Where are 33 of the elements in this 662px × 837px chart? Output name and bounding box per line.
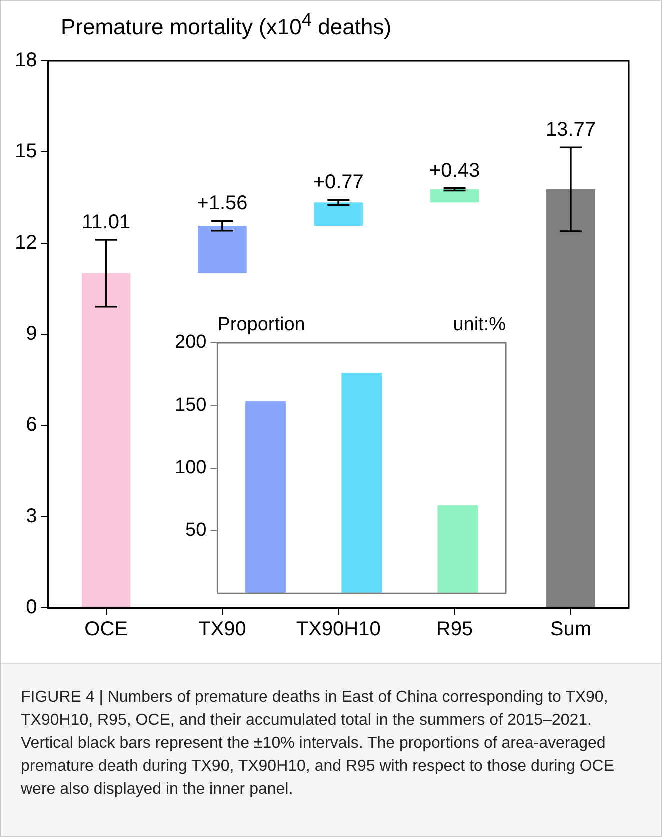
x-tick-label: R95 [436, 618, 474, 641]
bar [314, 202, 364, 226]
y-tick-label: 15 [14, 140, 38, 163]
y-tick-label: 0 [26, 596, 38, 619]
data-label: +1.56 [197, 192, 248, 215]
data-label: +0.43 [429, 160, 480, 182]
x-tick-label: TX90H10 [296, 618, 381, 641]
bar [246, 401, 286, 594]
y-tick-label: 6 [26, 414, 38, 436]
annotation: unit:% [453, 314, 506, 336]
x-tick-label: OCE [84, 618, 128, 641]
y-tick-label: 18 [14, 50, 38, 72]
y-tick-label: 200 [175, 332, 207, 353]
y-tick-label: 3 [26, 505, 38, 528]
bar [198, 226, 247, 274]
chart-title: Premature mortality (x10$^{4}$ deaths) [61, 9, 392, 40]
x-tick-label: Sum [550, 618, 592, 641]
y-tick-label: 50 [186, 520, 207, 541]
data-label: 11.01 [82, 212, 131, 234]
x-tick-label: TX90 [198, 618, 246, 641]
bar [342, 372, 382, 594]
chart-title: Proportion [218, 314, 306, 336]
y-tick-label: 12 [14, 232, 38, 254]
data-label: 13.77 [546, 119, 596, 142]
caption: FIGURE 4 | Numbers of premature deaths in East of China corresponding to TX90, TX90H10, R95, OCE, and their accumulated total in the summers of 2015–2021. Vertical black bars represent the ±10% intervals. The proportions of area-averaged premature death during TX90, TX90H10, and R95 with respect to those during OCE were also displayed in the inner panel. [21, 688, 616, 800]
bar [430, 190, 480, 203]
bar [82, 273, 131, 608]
y-tick-label: 9 [26, 323, 38, 346]
bar [546, 190, 596, 608]
bar [438, 505, 478, 594]
y-tick-label: 100 [175, 457, 207, 478]
data-label: +0.77 [313, 172, 364, 194]
y-tick-label: 150 [175, 394, 207, 416]
